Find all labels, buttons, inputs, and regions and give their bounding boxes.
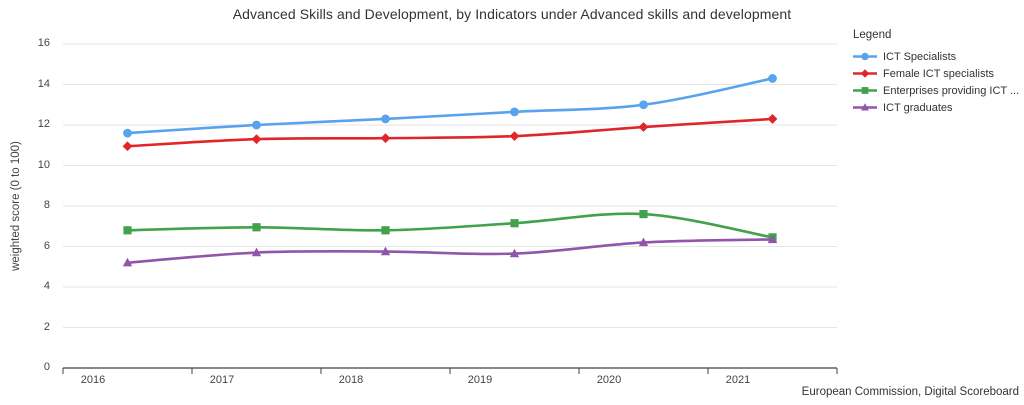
data-point-ict-graduates-2017[interactable] bbox=[251, 247, 262, 257]
legend-marker-shape bbox=[861, 103, 869, 111]
x-tick-label: 2018 bbox=[338, 374, 364, 386]
y-tick-label: 0 bbox=[43, 361, 50, 373]
legend-marker-square-icon bbox=[853, 87, 877, 94]
data-point-female-ict-specialists-2017[interactable] bbox=[251, 134, 262, 145]
data-point-ict-specialists-2016[interactable] bbox=[123, 128, 132, 138]
legend-marker-shape bbox=[860, 69, 870, 78]
x-tick-label: 2020 bbox=[596, 374, 622, 386]
data-point-female-ict-specialists-2021[interactable] bbox=[767, 114, 778, 124]
y-tick-label: 10 bbox=[37, 158, 50, 171]
legend-item-ict-graduates[interactable]: ICT graduates bbox=[853, 101, 1021, 114]
y-tick-label: 8 bbox=[43, 199, 50, 211]
data-point-ict-graduates-2020[interactable] bbox=[638, 237, 649, 247]
data-point-ict-graduates-2019[interactable] bbox=[509, 248, 520, 258]
data-point-female-ict-specialists-2018[interactable] bbox=[380, 133, 391, 144]
data-point-female-ict-specialists-2016[interactable] bbox=[122, 141, 133, 152]
legend-item-enterprises-providing-ict[interactable]: Enterprises providing ICT ... bbox=[853, 84, 1021, 97]
y-tick-label: 6 bbox=[43, 239, 50, 252]
y-tick-label: 4 bbox=[43, 280, 50, 292]
y-tick-label: 14 bbox=[37, 77, 50, 90]
data-point-enterprises-providing-ict-2019[interactable] bbox=[510, 219, 519, 228]
data-point-female-ict-specialists-2019[interactable] bbox=[509, 131, 520, 142]
chart-title: Advanced Skills and Development, by Indi… bbox=[232, 6, 792, 22]
source-attribution: European Commission, Digital Scoreboard bbox=[801, 386, 1019, 398]
data-point-enterprises-providing-ict-2017[interactable] bbox=[252, 223, 261, 232]
data-point-enterprises-providing-ict-2016[interactable] bbox=[123, 226, 132, 235]
series-line-enterprises-providing-ict bbox=[126, 212, 774, 239]
data-point-ict-graduates-2016[interactable] bbox=[122, 257, 133, 267]
legend-marker-shape bbox=[861, 87, 869, 94]
legend-item-label: ICT graduates bbox=[883, 101, 953, 114]
data-point-female-ict-specialists-2020[interactable] bbox=[638, 122, 649, 132]
legend-item-label: ICT Specialists bbox=[883, 50, 957, 63]
legend-marker-shape bbox=[861, 52, 869, 61]
series-line-female-ict-specialists bbox=[126, 117, 774, 148]
legend: Legend ICT Specialists Female ICT specia… bbox=[853, 29, 1021, 118]
series-line-ict-specialists bbox=[126, 77, 774, 135]
data-point-ict-specialists-2018[interactable] bbox=[381, 114, 390, 124]
data-point-ict-specialists-2017[interactable] bbox=[252, 120, 261, 130]
y-tick-label: 2 bbox=[43, 320, 50, 333]
legend-item-label: Female ICT specialists bbox=[883, 67, 995, 80]
legend-title: Legend bbox=[853, 29, 892, 41]
data-point-ict-specialists-2021[interactable] bbox=[768, 74, 777, 83]
legend-marker-diamond-icon bbox=[853, 69, 877, 78]
data-point-ict-specialists-2020[interactable] bbox=[639, 100, 648, 110]
data-point-ict-graduates-2018[interactable] bbox=[380, 246, 391, 256]
y-tick-label: 12 bbox=[37, 118, 50, 130]
legend-item-female-ict-specialists[interactable]: Female ICT specialists bbox=[853, 67, 1021, 80]
legend-item-label: Enterprises providing ICT ... bbox=[883, 84, 1020, 97]
legend-marker-triangle-icon bbox=[853, 103, 877, 111]
data-point-enterprises-providing-ict-2020[interactable] bbox=[639, 210, 648, 219]
y-tick-label: 16 bbox=[37, 37, 50, 49]
legend-marker-circle-icon bbox=[853, 52, 877, 61]
x-tick-label: 2021 bbox=[725, 374, 751, 386]
legend-item-ict-specialists[interactable]: ICT Specialists bbox=[853, 50, 1021, 63]
series-line-ict-graduates bbox=[126, 238, 774, 264]
x-tick-label: 2017 bbox=[209, 374, 235, 386]
data-point-ict-graduates-2021[interactable] bbox=[767, 234, 778, 244]
x-tick-label: 2019 bbox=[467, 374, 493, 386]
x-tick-label: 2016 bbox=[80, 374, 106, 386]
data-point-enterprises-providing-ict-2018[interactable] bbox=[381, 226, 390, 235]
data-point-ict-specialists-2019[interactable] bbox=[510, 107, 519, 117]
